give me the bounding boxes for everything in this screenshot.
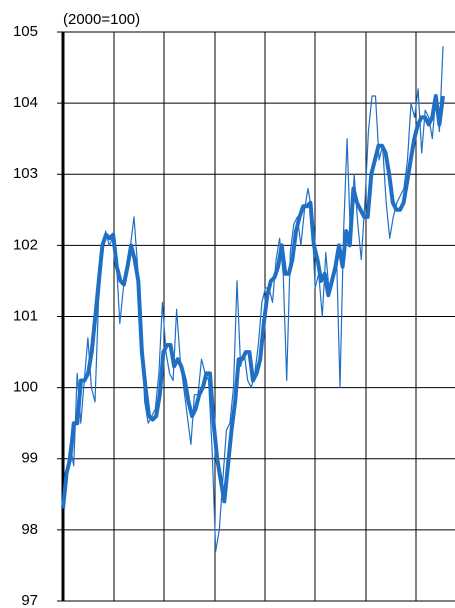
series-line <box>62 46 444 552</box>
y-tick-label: 105 <box>13 23 38 40</box>
y-tick-label: 102 <box>13 236 38 253</box>
y-tick-label: 103 <box>13 165 38 182</box>
y-tick-label: 101 <box>13 307 38 324</box>
y-tick-label: 98 <box>21 521 38 538</box>
unit-annotation: (2000=100) <box>63 11 140 28</box>
y-tick-label: 99 <box>21 450 38 467</box>
y-tick-label: 100 <box>13 379 38 396</box>
y-tick-label: 104 <box>13 94 38 111</box>
y-tick-label: 97 <box>21 592 38 608</box>
series-line <box>61 94 445 509</box>
